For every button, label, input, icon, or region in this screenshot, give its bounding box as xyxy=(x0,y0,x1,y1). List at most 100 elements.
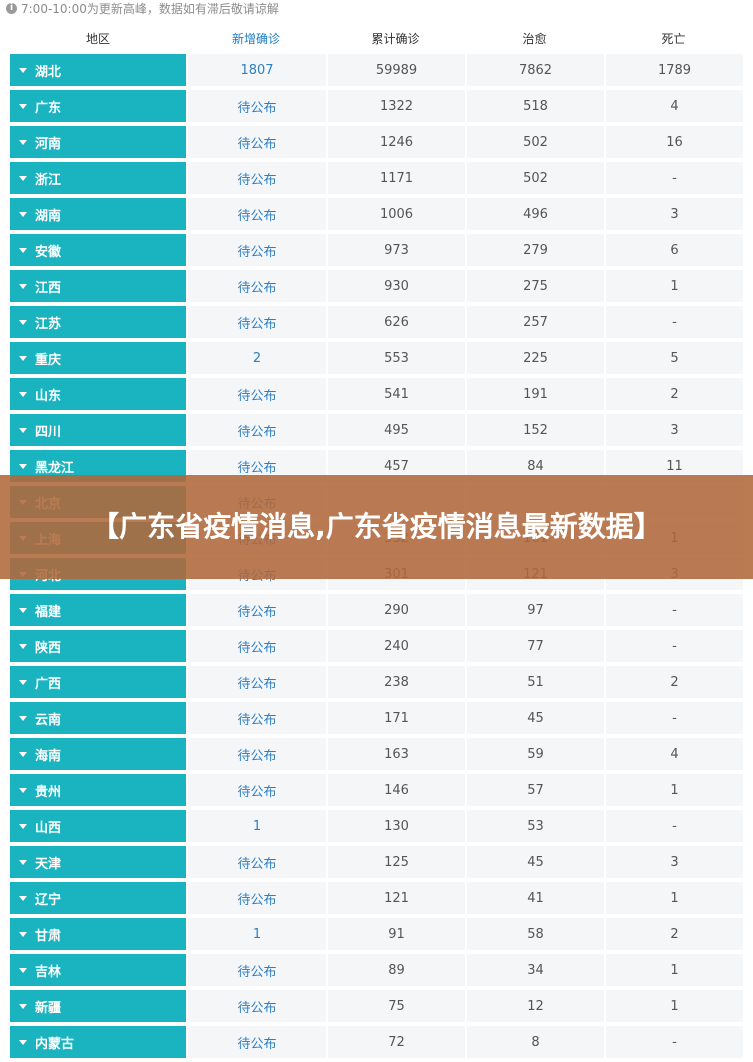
dead-cell: 6 xyxy=(606,234,743,266)
region-toggle[interactable]: 安徽 xyxy=(10,234,186,266)
header-cured: 治愈 xyxy=(522,31,547,46)
region-toggle[interactable]: 天津 xyxy=(10,846,186,878)
region-toggle[interactable]: 吉林 xyxy=(10,954,186,986)
caret-down-icon xyxy=(19,751,27,757)
region-name: 辽宁 xyxy=(35,892,62,908)
dead-cell: - xyxy=(606,162,743,194)
cured-cell: 496 xyxy=(467,198,604,230)
table-row: 天津 待公布 125 45 3 xyxy=(10,846,743,878)
caret-down-icon xyxy=(19,355,27,361)
table-row: 海南 待公布 163 59 4 xyxy=(10,738,743,770)
dead-cell: - xyxy=(606,1026,743,1058)
total-confirmed-cell: 541 xyxy=(328,378,465,410)
total-confirmed-cell: 163 xyxy=(328,738,465,770)
region-toggle[interactable]: 甘肃 xyxy=(10,918,186,950)
region-name: 福建 xyxy=(35,604,62,620)
table-row: 四川 待公布 495 152 3 xyxy=(10,414,743,446)
table-row: 辽宁 待公布 121 41 1 xyxy=(10,882,743,914)
region-toggle[interactable]: 福建 xyxy=(10,594,186,626)
cured-cell: 58 xyxy=(467,918,604,950)
dead-cell: - xyxy=(606,630,743,662)
caret-down-icon xyxy=(19,931,27,937)
total-confirmed-cell: 59989 xyxy=(328,54,465,86)
region-toggle[interactable]: 新疆 xyxy=(10,990,186,1022)
region-name: 云南 xyxy=(35,712,62,728)
table-row: 安徽 待公布 973 279 6 xyxy=(10,234,743,266)
new-confirmed-cell: 待公布 xyxy=(188,630,326,662)
new-confirmed-cell: 待公布 xyxy=(188,198,326,230)
new-confirmed-cell: 待公布 xyxy=(188,666,326,698)
caret-down-icon xyxy=(19,643,27,649)
region-name: 陕西 xyxy=(35,640,62,656)
region-toggle[interactable]: 辽宁 xyxy=(10,882,186,914)
new-confirmed-cell: 1807 xyxy=(188,54,326,86)
total-confirmed-cell: 91 xyxy=(328,918,465,950)
cured-cell: 518 xyxy=(467,90,604,122)
region-name: 新疆 xyxy=(35,1000,62,1016)
region-toggle[interactable]: 山东 xyxy=(10,378,186,410)
new-confirmed-cell: 待公布 xyxy=(188,90,326,122)
caret-down-icon xyxy=(19,283,27,289)
new-confirmed-cell: 待公布 xyxy=(188,126,326,158)
region-toggle[interactable]: 江苏 xyxy=(10,306,186,338)
region-toggle[interactable]: 河南 xyxy=(10,126,186,158)
cured-cell: 152 xyxy=(467,414,604,446)
dead-cell: 1 xyxy=(606,882,743,914)
total-confirmed-cell: 1006 xyxy=(328,198,465,230)
cured-cell: 41 xyxy=(467,882,604,914)
cured-cell: 279 xyxy=(467,234,604,266)
cured-cell: 59 xyxy=(467,738,604,770)
caret-down-icon xyxy=(19,391,27,397)
total-confirmed-cell: 240 xyxy=(328,630,465,662)
cured-cell: 275 xyxy=(467,270,604,302)
table-row: 新疆 待公布 75 12 1 xyxy=(10,990,743,1022)
region-toggle[interactable]: 重庆 xyxy=(10,342,186,374)
region-name: 重庆 xyxy=(35,352,62,368)
total-confirmed-cell: 553 xyxy=(328,342,465,374)
total-confirmed-cell: 495 xyxy=(328,414,465,446)
region-name: 吉林 xyxy=(35,964,62,980)
caret-down-icon xyxy=(19,895,27,901)
table-row: 浙江 待公布 1171 502- xyxy=(10,162,743,194)
region-toggle[interactable]: 陕西 xyxy=(10,630,186,662)
region-toggle[interactable]: 四川 xyxy=(10,414,186,446)
region-toggle[interactable]: 江西 xyxy=(10,270,186,302)
region-toggle[interactable]: 湖北 xyxy=(10,54,186,86)
table-row: 广东 待公布 1322 518 4 xyxy=(10,90,743,122)
new-confirmed-cell: 待公布 xyxy=(188,270,326,302)
caret-down-icon xyxy=(19,247,27,253)
dead-cell: 3 xyxy=(606,414,743,446)
total-confirmed-cell: 1171 xyxy=(328,162,465,194)
region-toggle[interactable]: 内蒙古 xyxy=(10,1026,186,1058)
table-row: 江苏 待公布 626 257- xyxy=(10,306,743,338)
dead-cell: 4 xyxy=(606,738,743,770)
cured-cell: 97 xyxy=(467,594,604,626)
total-confirmed-cell: 238 xyxy=(328,666,465,698)
caret-down-icon xyxy=(19,967,27,973)
caret-down-icon xyxy=(19,175,27,181)
region-toggle[interactable]: 云南 xyxy=(10,702,186,734)
region-name: 江西 xyxy=(35,280,62,296)
region-name: 河南 xyxy=(35,136,62,152)
region-toggle[interactable]: 广东 xyxy=(10,90,186,122)
caret-down-icon xyxy=(19,463,27,469)
cured-cell: 45 xyxy=(467,702,604,734)
total-confirmed-cell: 146 xyxy=(328,774,465,806)
cured-cell: 8 xyxy=(467,1026,604,1058)
region-toggle[interactable]: 贵州 xyxy=(10,774,186,806)
header-dead: 死亡 xyxy=(661,31,686,46)
region-toggle[interactable]: 广西 xyxy=(10,666,186,698)
total-confirmed-cell: 973 xyxy=(328,234,465,266)
new-confirmed-cell: 1 xyxy=(188,918,326,950)
cured-cell: 45 xyxy=(467,846,604,878)
region-name: 山西 xyxy=(35,820,62,836)
region-toggle[interactable]: 山西 xyxy=(10,810,186,842)
region-toggle[interactable]: 海南 xyxy=(10,738,186,770)
cured-cell: 34 xyxy=(467,954,604,986)
dead-cell: - xyxy=(606,594,743,626)
dead-cell: - xyxy=(606,810,743,842)
new-confirmed-cell: 1 xyxy=(188,810,326,842)
region-toggle[interactable]: 浙江 xyxy=(10,162,186,194)
total-confirmed-cell: 290 xyxy=(328,594,465,626)
region-toggle[interactable]: 湖南 xyxy=(10,198,186,230)
